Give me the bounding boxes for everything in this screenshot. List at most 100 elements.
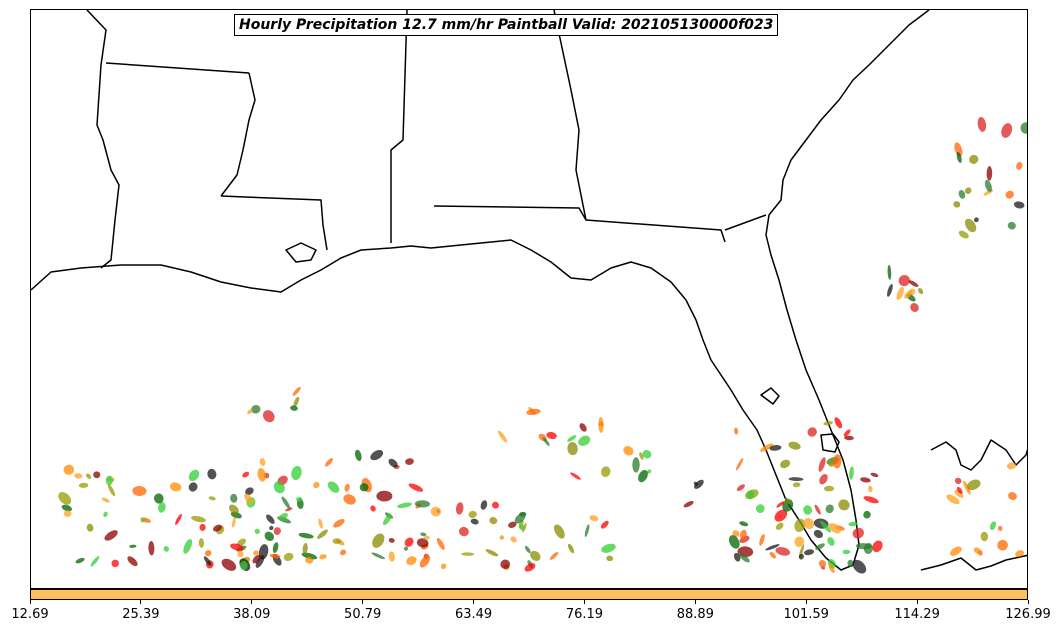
precip-blob (283, 552, 294, 562)
precip-blob (978, 550, 983, 556)
precip-blob (782, 499, 794, 512)
colorbar (30, 589, 1028, 600)
precip-blob (63, 510, 72, 518)
colorbar-tick-label: 38.09 (233, 607, 271, 622)
precip-blob (319, 554, 327, 560)
precip-blob (212, 524, 223, 532)
precip-blob (285, 507, 293, 512)
precip-blob (325, 458, 333, 467)
precip-blob (956, 486, 963, 494)
precip-blob (203, 556, 212, 566)
precip-blob (245, 487, 254, 496)
precip-blob (344, 483, 350, 492)
precip-blob (266, 514, 275, 524)
precip-blob (305, 556, 314, 564)
precip-blob (204, 550, 212, 557)
colorbar-tick (583, 600, 585, 604)
precip-blob (492, 501, 499, 509)
colorbar-tick (805, 600, 807, 604)
precip-blob (420, 532, 427, 537)
precip-blob (251, 405, 261, 414)
colorbar-tick-label: 63.49 (454, 607, 493, 622)
precip-blob (514, 512, 526, 524)
colorbar-tick (362, 600, 364, 604)
precip-blob (646, 469, 652, 474)
precip-blob (489, 517, 498, 525)
precip-blob (383, 514, 392, 526)
precip-blob (230, 543, 244, 551)
gulf-coastline (31, 10, 930, 571)
precip-blob (794, 536, 805, 547)
precip-blob (803, 549, 815, 556)
precip-blob (798, 553, 804, 560)
precip-blob (296, 496, 303, 502)
precip-blob (423, 535, 430, 540)
precip-blob (175, 513, 182, 525)
bahamas-outline (930, 439, 1027, 471)
precip-blob (440, 563, 447, 570)
precip-blob (291, 465, 302, 481)
precip-blob (183, 539, 193, 554)
precip-blob (776, 501, 785, 508)
precip-blob (815, 543, 825, 550)
precip-blob (127, 556, 138, 567)
precip-blob (524, 563, 536, 572)
precip-blob (848, 521, 858, 527)
precip-blob (388, 551, 395, 562)
precip-blob (153, 493, 164, 504)
precip-blob (823, 485, 835, 492)
colorbar-tick (1027, 600, 1029, 604)
precip-blob (549, 551, 559, 560)
precip-blob (281, 496, 291, 509)
precip-blob (140, 517, 151, 523)
precip-blob (1016, 161, 1023, 170)
precip-blob (208, 496, 216, 501)
precip-blob (820, 520, 832, 533)
precip-blob (736, 484, 746, 492)
precip-blob (973, 217, 979, 223)
precip-blob (107, 484, 116, 497)
precip-blob (734, 427, 739, 435)
precip-blob (354, 449, 362, 462)
precip-blob (74, 473, 83, 479)
precip-blob (253, 550, 259, 556)
precip-blob (140, 518, 146, 523)
precip-blob (61, 504, 72, 512)
precip-blob (301, 552, 318, 560)
lake-okeechobee (820, 433, 840, 453)
precip-blob (632, 457, 640, 473)
precip-blob (468, 510, 477, 518)
precip-blob (832, 454, 842, 469)
precip-blob (279, 512, 288, 520)
state-boundary-ms-la-south (220, 195, 328, 251)
precip-blob (819, 473, 828, 485)
precip-blob (964, 187, 972, 194)
precip-blob (93, 471, 101, 479)
precip-blob (863, 510, 871, 519)
precip-blob (188, 469, 200, 482)
precip-blob (58, 492, 72, 505)
colorbar-tick-label: 114.29 (894, 607, 940, 622)
precip-blob (775, 547, 791, 556)
precip-blob (293, 396, 300, 407)
precip-blob (828, 563, 835, 574)
precip-blob (950, 546, 962, 556)
precip-blob (240, 560, 248, 571)
precip-blob (318, 518, 323, 529)
precip-blob (485, 549, 499, 557)
precip-blob (207, 468, 217, 480)
precip-blob (191, 515, 206, 523)
precip-blob (298, 532, 314, 539)
precip-blob (769, 445, 782, 451)
precip-blob (370, 505, 376, 512)
colorbar-tick-label: 101.59 (783, 607, 829, 622)
precip-blob (237, 550, 244, 558)
precip-blob (343, 494, 356, 505)
precip-blob (455, 502, 464, 515)
precip-blob (844, 435, 854, 441)
precip-blob (739, 529, 747, 540)
precip-blob (765, 544, 780, 551)
precip-blob (746, 490, 755, 500)
precip-blob (317, 529, 328, 539)
state-boundary-ms-river (220, 72, 256, 197)
